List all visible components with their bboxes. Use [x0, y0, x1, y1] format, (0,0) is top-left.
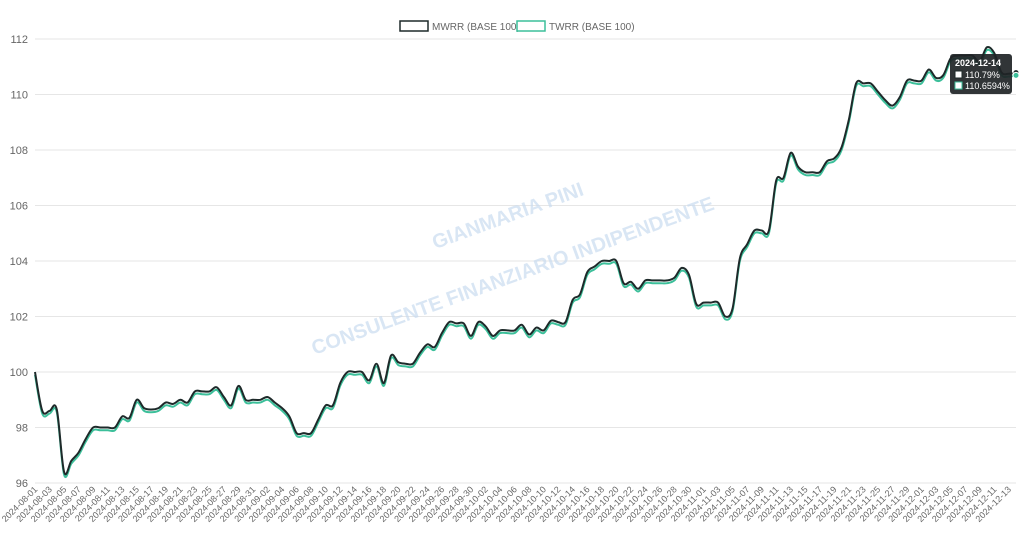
watermark-line-1: GIANMARIA PINI [429, 179, 586, 254]
legend-item-mwrr[interactable]: MWRR (BASE 100) [399, 20, 520, 33]
legend-label-mwrr: MWRR (BASE 100) [432, 22, 520, 33]
y-axis: 96 98 100 102 104 106 108 110 112 [10, 34, 28, 490]
tooltip-swatch-mwrr [954, 70, 963, 79]
grid-lines [35, 38, 1016, 484]
legend: MWRR (BASE 100) TWRR (BASE 100) [399, 20, 635, 33]
tooltip-value-mwrr: 110.79% [965, 70, 1000, 80]
y-tick-label: 104 [10, 256, 28, 268]
y-tick-label: 102 [10, 312, 28, 324]
tooltip-date: 2024-12-14 [955, 58, 1001, 68]
tooltip: 2024-12-14 110.79% 110.6594% [950, 54, 1012, 94]
series-group [34, 45, 1020, 479]
tooltip-value-twrr: 110.6594% [965, 81, 1010, 91]
tooltip-box [950, 54, 1012, 94]
y-tick-label: 100 [10, 367, 28, 379]
y-tick-label: 96 [16, 478, 28, 490]
legend-swatch-twrr [516, 20, 546, 32]
legend-swatch-mwrr [399, 20, 429, 32]
y-tick-label: 98 [16, 423, 28, 435]
y-tick-label: 108 [10, 145, 28, 157]
x-axis: 2024-08-012024-08-032024-08-052024-08-07… [0, 484, 1013, 524]
y-tick-label: 110 [10, 90, 28, 102]
y-tick-label: 106 [10, 201, 28, 213]
series-line-mwrr[interactable] [34, 45, 1017, 476]
legend-item-twrr[interactable]: TWRR (BASE 100) [516, 20, 635, 33]
tooltip-swatch-twrr [954, 81, 963, 90]
legend-label-twrr: TWRR (BASE 100) [549, 22, 635, 33]
y-tick-label: 112 [10, 34, 28, 46]
hover-point-twrr[interactable] [1012, 71, 1020, 79]
